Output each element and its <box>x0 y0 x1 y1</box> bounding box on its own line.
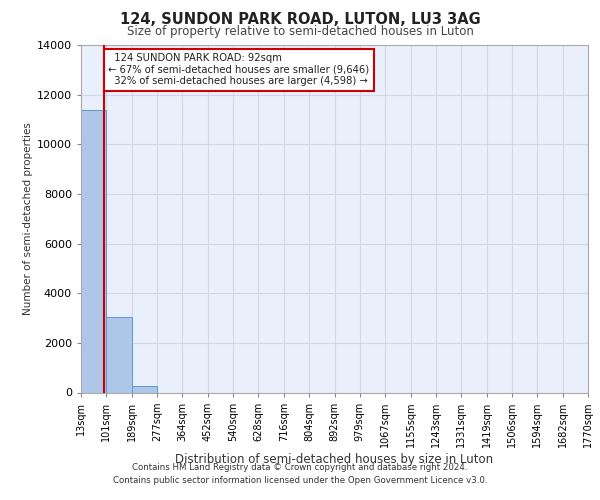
Bar <box>132 386 157 392</box>
Bar <box>106 317 132 392</box>
Text: 124, SUNDON PARK ROAD, LUTON, LU3 3AG: 124, SUNDON PARK ROAD, LUTON, LU3 3AG <box>119 12 481 28</box>
Text: Contains HM Land Registry data © Crown copyright and database right 2024.: Contains HM Land Registry data © Crown c… <box>132 464 468 472</box>
X-axis label: Distribution of semi-detached houses by size in Luton: Distribution of semi-detached houses by … <box>175 452 494 466</box>
Text: Size of property relative to semi-detached houses in Luton: Size of property relative to semi-detach… <box>127 25 473 38</box>
Text: 124 SUNDON PARK ROAD: 92sqm
← 67% of semi-detached houses are smaller (9,646)
  : 124 SUNDON PARK ROAD: 92sqm ← 67% of sem… <box>108 53 369 86</box>
Text: Contains public sector information licensed under the Open Government Licence v3: Contains public sector information licen… <box>113 476 487 485</box>
Bar <box>81 110 106 393</box>
Y-axis label: Number of semi-detached properties: Number of semi-detached properties <box>23 122 32 315</box>
